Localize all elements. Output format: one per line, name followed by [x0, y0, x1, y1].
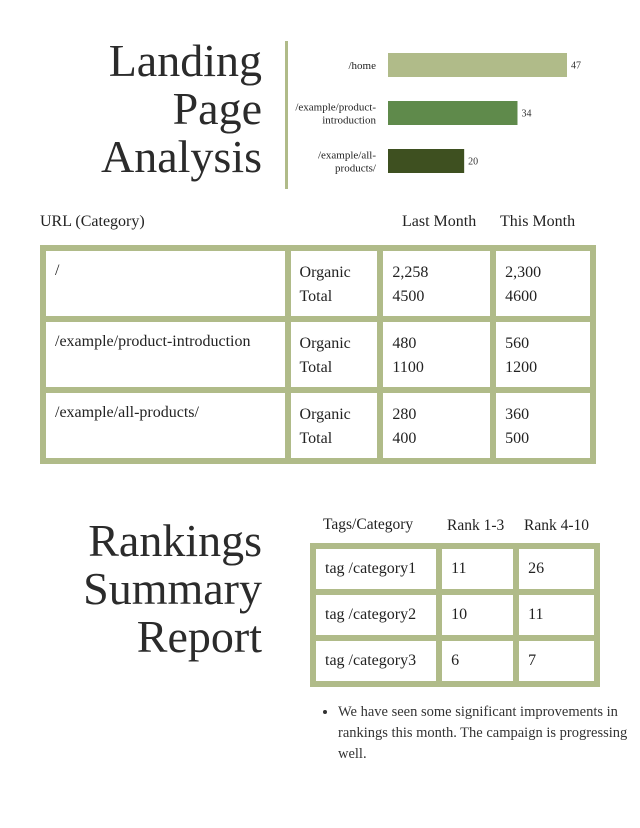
value: 2,300: [505, 264, 542, 281]
header-last-month: Last Month: [402, 213, 477, 230]
rank-1-3-cell: 10: [439, 592, 517, 638]
tag-cell: tag /category2: [313, 592, 440, 638]
rank-4-10-cell: 7: [516, 638, 597, 684]
url-cell: /example/product-introduction: [43, 319, 288, 390]
value: 2,258: [392, 264, 429, 281]
table-row: /example/all-products/ Organic Total 280 4…: [43, 390, 593, 461]
last-month-cell: 280 400: [380, 390, 494, 461]
bar-category-label: /example/all-products/: [318, 150, 377, 175]
bar-category-label: /example/product-introduction: [295, 102, 376, 127]
category-label: Organic: [299, 406, 351, 423]
title-line: Page: [172, 83, 262, 134]
title-line: Report: [136, 611, 262, 662]
category-cell: Organic Total: [287, 248, 381, 319]
rankings-table: tag /category1 11 26 tag /category2 10 1…: [310, 543, 600, 687]
value: 480: [392, 335, 417, 352]
value: 360: [505, 406, 530, 423]
header-url-category: URL (Category): [40, 213, 145, 230]
category-cell: Organic Total: [287, 390, 381, 461]
rank-4-10-cell: 26: [516, 546, 597, 592]
table-row: tag /category3 6 7: [313, 638, 597, 684]
landing-bar-chart: 47/home 34/example/product-introduction 20…: [295, 53, 581, 175]
value: 4500: [392, 288, 425, 305]
category-label: Total: [299, 288, 333, 305]
tag-cell: tag /category1: [313, 546, 440, 592]
bar-value-label: 34: [521, 109, 531, 120]
landing-table: / Organic Total 2,258 4500 2,300 4600 /exam…: [40, 245, 596, 464]
table-row: / Organic Total 2,258 4500 2,300 4600: [43, 248, 593, 319]
title-line: Analysis: [101, 131, 262, 182]
title-divider: [285, 41, 288, 189]
this-month-cell: 2,300 4600: [493, 248, 593, 319]
rank-1-3-cell: 11: [439, 546, 517, 592]
header-tags-category: Tags/Category: [323, 516, 414, 533]
value: 4600: [505, 288, 538, 305]
bar-category-label: /home: [349, 60, 377, 72]
bar-value-label: 20: [468, 157, 478, 168]
value: 280: [392, 406, 417, 423]
rank-4-10-cell: 11: [516, 592, 597, 638]
url-cell: /: [43, 248, 288, 319]
url-text: /example/all-products/: [55, 404, 199, 421]
landing-page-title: Landing Page Analysis: [101, 37, 262, 181]
bar: [388, 149, 465, 173]
title-line: Rankings: [88, 515, 262, 566]
header-rank-1-3: Rank 1-3: [447, 517, 505, 534]
category-label: Organic: [299, 264, 351, 281]
rank-1-3-cell: 6: [439, 638, 517, 684]
rankings-notes: We have seen some significant improvemen…: [318, 702, 628, 765]
value: 560: [505, 335, 530, 352]
value: 400: [392, 430, 417, 447]
title-line: Landing: [108, 35, 262, 86]
header-rank-4-10: Rank 4-10: [524, 517, 590, 534]
category-cell: Organic Total: [287, 319, 381, 390]
url-cell: /example/all-products/: [43, 390, 288, 461]
this-month-cell: 560 1200: [493, 319, 593, 390]
value: 1100: [392, 359, 424, 376]
table-row: tag /category1 11 26: [313, 546, 597, 592]
last-month-cell: 2,258 4500: [380, 248, 494, 319]
value: 500: [505, 430, 530, 447]
category-label: Total: [299, 430, 333, 447]
list-item: We have seen some significant improvemen…: [338, 702, 628, 765]
category-label: Total: [299, 359, 333, 376]
value: 1200: [505, 359, 538, 376]
bar: [388, 101, 518, 125]
title-line: Summary: [83, 563, 262, 614]
category-label: Organic: [299, 335, 351, 352]
this-month-cell: 360 500: [493, 390, 593, 461]
url-text: /example/product-introduction: [55, 333, 251, 350]
url-text: /: [55, 262, 60, 279]
last-month-cell: 480 1100: [380, 319, 494, 390]
header-this-month: This Month: [500, 213, 576, 230]
table-row: /example/product-introduction Organic Tot…: [43, 319, 593, 390]
bar-value-label: 47: [571, 61, 581, 72]
rankings-summary-title: Rankings Summary Report: [83, 517, 262, 661]
tag-cell: tag /category3: [313, 638, 440, 684]
table-row: tag /category2 10 11: [313, 592, 597, 638]
bar: [388, 53, 567, 77]
